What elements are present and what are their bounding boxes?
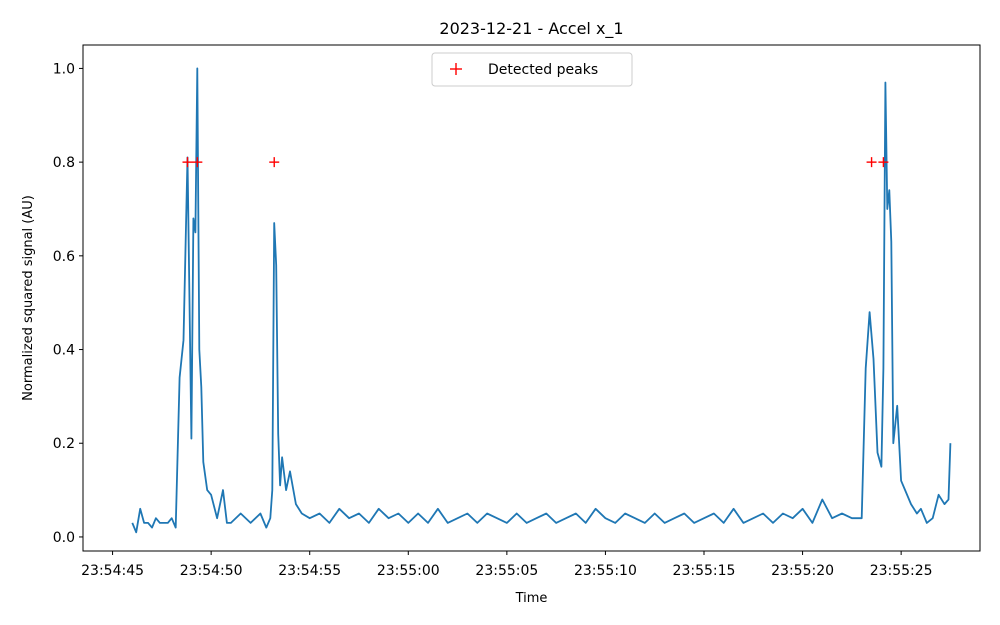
plot-area — [82, 44, 981, 552]
chart-title: 2023-12-21 - Accel x_1 — [439, 19, 623, 39]
peak-marker — [269, 157, 280, 168]
x-tick-label: 23:55:05 — [475, 563, 538, 579]
x-tick-label: 23:54:55 — [278, 563, 341, 579]
x-axis: 23:54:45 23:54:50 23:54:55 23:55:00 23:55:05… — [81, 551, 933, 579]
legend-box — [431, 52, 633, 87]
legend: Detected peaks — [431, 52, 633, 87]
y-tick-label: 0.0 — [53, 530, 75, 546]
x-tick-label: 23:55:10 — [574, 563, 637, 579]
x-tick-label: 23:55:25 — [870, 563, 933, 579]
y-tick-label: 0.2 — [53, 436, 75, 452]
peak-marker — [182, 157, 193, 168]
x-tick-label: 23:55:00 — [377, 563, 440, 579]
y-tick-label: 0.8 — [53, 155, 75, 171]
legend-label: Detected peaks — [488, 62, 598, 78]
x-tick-label: 23:55:20 — [771, 563, 834, 579]
legend-marker-icon — [450, 63, 462, 75]
peak-marker — [878, 157, 889, 168]
y-axis-label: Normalized squared signal (AU) — [21, 195, 36, 401]
y-axis: 0.0 0.2 0.4 0.6 0.8 1.0 — [53, 61, 83, 546]
x-tick-label: 23:55:15 — [673, 563, 736, 579]
axes-frame — [82, 44, 981, 552]
y-tick-label: 0.6 — [53, 249, 75, 265]
peak-marker — [192, 157, 203, 168]
y-tick-label: 1.0 — [53, 61, 75, 77]
peak-marker — [866, 157, 877, 168]
y-tick-label: 0.4 — [53, 343, 75, 359]
signal-line — [131, 67, 952, 534]
x-tick-label: 23:54:45 — [81, 563, 144, 579]
x-tick-label: 23:54:50 — [180, 563, 243, 579]
x-axis-label: Time — [515, 591, 548, 606]
